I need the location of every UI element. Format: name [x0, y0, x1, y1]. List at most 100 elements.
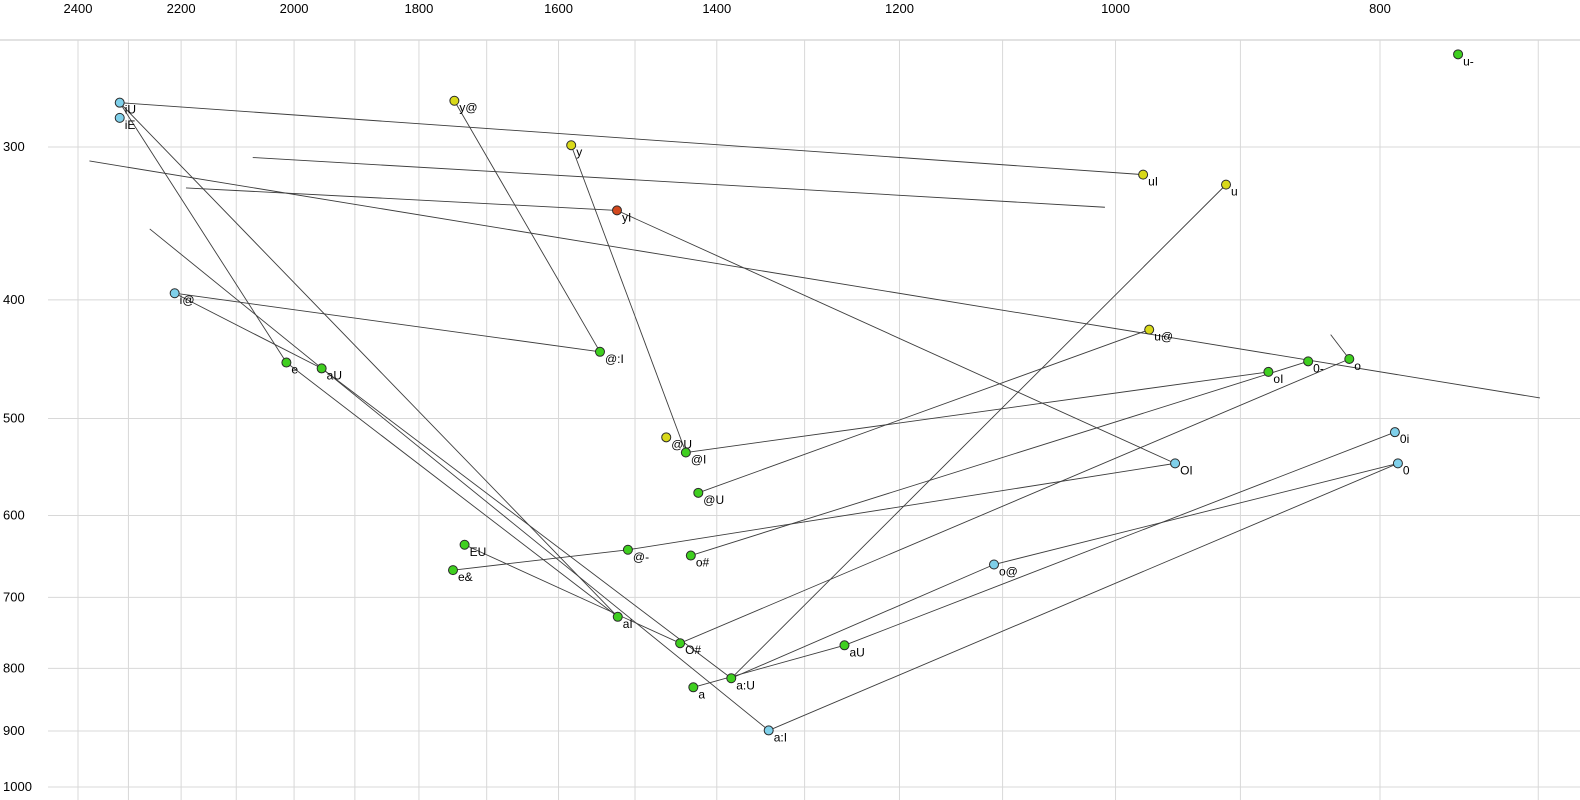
data-point-o: [1344, 353, 1355, 364]
data-point-u: [1221, 179, 1232, 190]
x-tick-label: 1600: [544, 1, 573, 16]
y-tick-label: 500: [3, 411, 25, 426]
data-point-o@: [989, 559, 1000, 570]
y-tick-label: 400: [3, 292, 25, 307]
point-label: u-: [1463, 54, 1474, 68]
trajectory-line: [698, 329, 1150, 494]
trajectory-line: [286, 362, 619, 618]
trajectory-line: [453, 100, 601, 353]
grid-layer: [0, 39, 1580, 800]
point-label: o: [1354, 359, 1361, 373]
point-label: a:U: [736, 678, 755, 692]
data-point-O#: [675, 638, 686, 649]
trajectory-line: [679, 358, 1350, 644]
data-point-aU: [839, 640, 850, 651]
data-point-iE: [114, 112, 125, 123]
x-tick-label: 2400: [64, 1, 93, 16]
x-tick-label: 1800: [404, 1, 433, 16]
point-label: iU: [125, 103, 136, 117]
data-point-@U: [661, 432, 672, 443]
trajectory-line: [321, 368, 732, 679]
data-point-y@: [449, 95, 460, 106]
data-point-0-: [1303, 356, 1314, 367]
x-tick-label: 1000: [1101, 1, 1130, 16]
point-label: @:I: [605, 352, 624, 366]
data-point-0i: [1389, 427, 1400, 438]
point-label: aU: [849, 645, 864, 659]
y-tick-label: 1000: [3, 779, 32, 794]
point-label: aU: [327, 368, 342, 382]
data-point-a:I: [763, 725, 774, 736]
data-point-iU: [114, 97, 125, 108]
data-point-a: [688, 682, 699, 693]
trajectory-line: [174, 292, 601, 353]
point-label: 0i: [1400, 432, 1409, 446]
data-point-yI: [611, 205, 622, 216]
trajectory-line: [685, 371, 1269, 453]
trajectory-line: [149, 228, 769, 731]
data-point-@-: [622, 544, 633, 555]
data-point-y: [566, 140, 577, 151]
trajectory-line: [993, 462, 1399, 565]
point-label: 0: [1403, 463, 1410, 477]
data-point-u-: [1453, 49, 1464, 60]
trajectory-line: [693, 644, 845, 688]
point-label: y@: [459, 101, 477, 115]
point-label: a: [698, 687, 705, 701]
point-label: EU: [470, 545, 487, 559]
trajectory-line: [616, 209, 1176, 464]
data-point-o#: [685, 550, 696, 561]
trajectory-line: [174, 292, 322, 369]
point-label: @I: [691, 453, 707, 467]
trajectory-line: [690, 360, 1309, 556]
tick-label-layer: 2400 2200 2000 1800 1600 1400 1200 1000 800 300 40…: [3, 1, 1391, 794]
point-label: u: [1231, 185, 1238, 199]
point-label: @U: [703, 493, 724, 507]
point-label: e: [291, 363, 298, 377]
trajectory-line: [570, 145, 687, 453]
point-label: e&: [458, 570, 473, 584]
trajectory-layer: [89, 100, 1541, 731]
point-label: uI: [1148, 175, 1158, 189]
trajectory-line: [119, 102, 1144, 176]
point-label: iE: [125, 118, 136, 132]
y-tick-label: 700: [3, 589, 25, 604]
point-label: aI: [623, 617, 633, 631]
point-label: o#: [696, 556, 710, 570]
data-point-i@: [169, 288, 180, 299]
y-tick-label: 600: [3, 507, 25, 522]
trajectory-line: [119, 102, 287, 363]
trajectory-line: [185, 187, 618, 211]
data-point-a:U: [726, 673, 737, 684]
y-tick-label: 900: [3, 723, 25, 738]
y-tick-label: 300: [3, 139, 25, 154]
point-label: i@: [180, 293, 195, 307]
x-tick-label: 2200: [167, 1, 196, 16]
data-point-e&: [448, 565, 459, 576]
data-point-@I: [680, 447, 691, 458]
point-label: o@: [999, 565, 1018, 579]
point-label: a:I: [774, 730, 787, 744]
y-tick-label: 800: [3, 660, 25, 675]
data-point-@U: [693, 487, 704, 498]
trajectory-line: [844, 431, 1396, 646]
data-point-oI: [1263, 366, 1274, 377]
trajectory-line: [768, 462, 1399, 731]
data-point-0: [1392, 458, 1403, 469]
data-point-u@: [1144, 324, 1155, 335]
x-tick-label: 1400: [702, 1, 731, 16]
point-label: 0-: [1313, 361, 1324, 375]
data-point-@:I: [594, 346, 605, 357]
data-point-uI: [1138, 169, 1149, 180]
trajectory-line: [119, 102, 619, 618]
x-tick-label: 800: [1369, 1, 1391, 16]
point-label: yI: [622, 210, 631, 224]
trajectory-line: [731, 564, 995, 679]
point-label: u@: [1154, 330, 1173, 344]
trajectory-line: [1330, 334, 1350, 360]
x-tick-label: 2000: [280, 1, 309, 16]
trajectory-line: [464, 544, 681, 644]
